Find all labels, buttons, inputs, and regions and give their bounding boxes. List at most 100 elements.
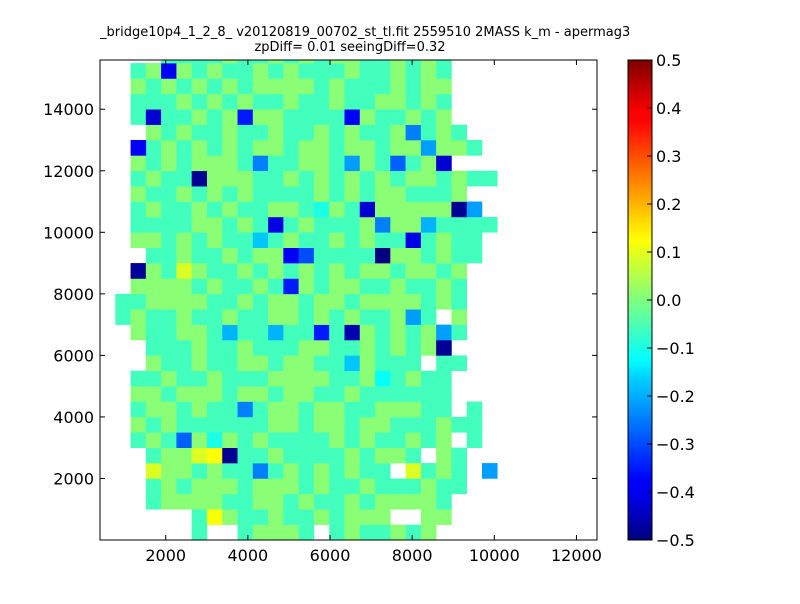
heatmap-cell	[206, 447, 223, 464]
heatmap-cell	[237, 324, 254, 341]
heatmap-cell	[283, 60, 299, 64]
heatmap-cell	[359, 216, 376, 233]
heatmap-cell	[283, 232, 299, 248]
heatmap-cell	[283, 524, 299, 541]
heatmap-cell	[145, 263, 162, 279]
heatmap-cell	[145, 247, 162, 264]
heatmap-cell	[375, 247, 391, 264]
heatmap-cell	[405, 293, 422, 310]
heatmap-cell	[206, 278, 223, 295]
heatmap-cell	[359, 155, 376, 172]
heatmap-cell	[375, 370, 391, 387]
heatmap-cell	[130, 140, 147, 156]
heatmap-cell	[268, 278, 284, 295]
heatmap-cell	[405, 355, 422, 372]
heatmap-cell	[222, 93, 238, 110]
heatmap-cell	[313, 386, 330, 402]
heatmap-cell	[313, 93, 330, 110]
heatmap-cell	[191, 186, 208, 202]
heatmap-cell	[405, 432, 422, 448]
heatmap-cell	[298, 386, 315, 402]
heatmap-cell	[252, 463, 269, 479]
heatmap-cell	[344, 524, 361, 541]
y-tick-label: 4000	[53, 408, 94, 427]
heatmap-cell	[176, 124, 192, 141]
heatmap-cell	[252, 416, 269, 433]
heatmap-cell	[359, 293, 376, 310]
heatmap-cell	[206, 478, 223, 495]
heatmap-cell	[298, 478, 315, 495]
heatmap-cell	[222, 432, 238, 448]
heatmap-cell	[237, 493, 254, 510]
heatmap-cell	[420, 493, 437, 510]
heatmap-cell	[390, 386, 406, 402]
heatmap-cell	[191, 416, 208, 433]
heatmap-cell	[191, 309, 208, 325]
heatmap-cell	[375, 63, 391, 79]
heatmap-cell	[344, 155, 361, 172]
heatmap-cell	[298, 109, 315, 125]
heatmap-cell	[237, 124, 254, 141]
heatmap-cell	[145, 493, 162, 510]
heatmap-cell	[237, 232, 254, 248]
heatmap-cell	[252, 493, 269, 510]
heatmap-cell	[298, 509, 315, 525]
heatmap-cell	[283, 401, 299, 418]
heatmap-cell	[206, 63, 223, 79]
heatmap-cell	[313, 509, 330, 525]
heatmap-cell	[375, 186, 391, 202]
heatmap-cell	[420, 140, 437, 156]
heatmap-cell	[176, 416, 192, 433]
heatmap-cell	[420, 401, 437, 418]
heatmap-cell	[161, 386, 177, 402]
heatmap-cell	[390, 216, 406, 233]
heatmap-cell	[359, 140, 376, 156]
heatmap-cell	[375, 78, 391, 95]
heatmap-cell	[268, 186, 284, 202]
heatmap-cell	[206, 401, 223, 418]
heatmap-cell	[252, 401, 269, 418]
heatmap-cell	[405, 60, 422, 64]
heatmap-cell	[329, 309, 345, 325]
heatmap-cell	[451, 201, 468, 218]
heatmap-cell	[405, 340, 422, 356]
heatmap-cell	[420, 416, 437, 433]
heatmap-cell	[405, 155, 422, 172]
heatmap-cell	[176, 78, 192, 95]
heatmap-cell	[252, 155, 269, 172]
heatmap-cell	[191, 78, 208, 95]
heatmap-cell	[191, 432, 208, 448]
heatmap-cell	[237, 463, 254, 479]
heatmap-cell	[145, 232, 162, 248]
heatmap-cell	[313, 63, 330, 79]
heatmap-cell	[283, 155, 299, 172]
heatmap-cell	[268, 78, 284, 95]
heatmap-cell	[145, 463, 162, 479]
heatmap-cell	[329, 232, 345, 248]
heatmap-cell	[375, 232, 391, 248]
heatmap-cell	[344, 324, 361, 341]
heatmap-cell	[191, 401, 208, 418]
heatmap-cell	[161, 278, 177, 295]
heatmap-cell	[451, 278, 468, 295]
heatmap-cell	[436, 278, 452, 295]
heatmap-cell	[329, 340, 345, 356]
heatmap-cell	[359, 309, 376, 325]
heatmap-cell	[237, 355, 254, 372]
heatmap-cell	[390, 478, 406, 495]
heatmap-cell	[252, 140, 269, 156]
heatmap-cell	[420, 93, 437, 110]
heatmap-cell	[451, 186, 468, 202]
heatmap-cell	[436, 78, 452, 95]
heatmap-cell	[222, 232, 238, 248]
heatmap-cell	[420, 509, 437, 525]
heatmap-cell	[268, 232, 284, 248]
heatmap-cell	[298, 293, 315, 310]
heatmap-cell	[390, 278, 406, 295]
heatmap-cell	[145, 309, 162, 325]
heatmap-cell	[329, 324, 345, 341]
heatmap-cell	[268, 124, 284, 141]
heatmap-cell	[481, 170, 498, 187]
heatmap-cell	[283, 324, 299, 341]
heatmap-cell	[237, 109, 254, 125]
